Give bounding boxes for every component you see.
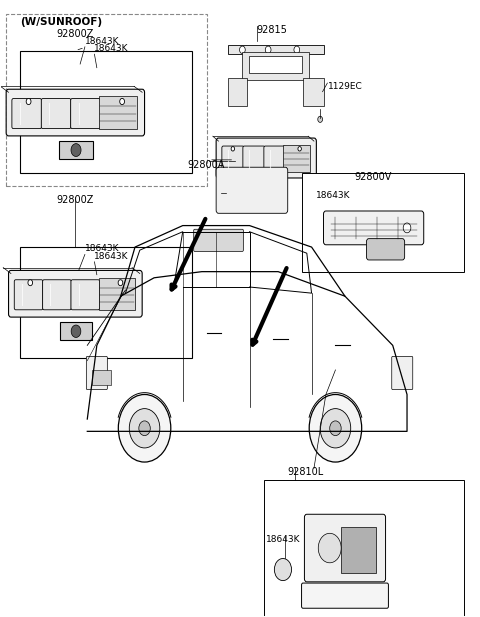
Circle shape — [139, 421, 150, 436]
Circle shape — [265, 46, 271, 54]
Bar — [302, 78, 324, 106]
Circle shape — [403, 223, 411, 233]
FancyBboxPatch shape — [304, 514, 385, 582]
Bar — [249, 56, 301, 73]
Bar — [21, 247, 192, 358]
Text: 92815: 92815 — [257, 25, 288, 35]
Bar — [6, 14, 206, 186]
Text: 92810L: 92810L — [288, 467, 324, 477]
Circle shape — [318, 116, 323, 122]
Circle shape — [71, 325, 81, 337]
Bar — [302, 173, 464, 271]
Circle shape — [118, 394, 171, 462]
FancyBboxPatch shape — [6, 89, 144, 136]
Text: 1129EC: 1129EC — [328, 83, 363, 91]
FancyBboxPatch shape — [71, 280, 100, 310]
FancyBboxPatch shape — [9, 270, 142, 317]
Circle shape — [26, 98, 31, 105]
FancyBboxPatch shape — [216, 138, 316, 178]
FancyBboxPatch shape — [14, 280, 43, 310]
Bar — [228, 78, 247, 106]
Circle shape — [298, 147, 301, 151]
Text: 92800V: 92800V — [355, 172, 392, 182]
Circle shape — [309, 394, 362, 462]
Circle shape — [28, 280, 33, 286]
FancyBboxPatch shape — [41, 99, 71, 128]
Text: (W/SUNROOF): (W/SUNROOF) — [21, 17, 103, 27]
FancyBboxPatch shape — [71, 99, 100, 128]
Bar — [21, 51, 192, 173]
FancyBboxPatch shape — [43, 280, 71, 310]
Bar — [60, 141, 93, 159]
Text: 92800Z: 92800Z — [57, 29, 94, 39]
Circle shape — [240, 46, 245, 54]
Circle shape — [320, 408, 351, 448]
Circle shape — [294, 46, 300, 54]
Text: 18643K: 18643K — [85, 244, 120, 253]
FancyBboxPatch shape — [216, 167, 288, 213]
FancyBboxPatch shape — [86, 357, 108, 389]
Text: 92800A: 92800A — [188, 160, 225, 170]
FancyBboxPatch shape — [366, 239, 405, 260]
Bar — [92, 370, 111, 385]
FancyBboxPatch shape — [264, 146, 286, 172]
Bar — [341, 526, 375, 573]
Text: 92800Z: 92800Z — [57, 195, 94, 205]
Circle shape — [129, 408, 160, 448]
FancyBboxPatch shape — [194, 230, 243, 251]
Circle shape — [71, 144, 81, 157]
Circle shape — [330, 421, 341, 436]
FancyBboxPatch shape — [222, 146, 244, 172]
Text: 18643K: 18643K — [266, 534, 301, 544]
Circle shape — [318, 533, 341, 563]
Bar — [60, 322, 92, 341]
Text: 18643K: 18643K — [95, 44, 129, 53]
Text: 18643K: 18643K — [95, 252, 129, 260]
Text: 18643K: 18643K — [85, 36, 120, 46]
Bar — [98, 278, 134, 310]
Bar — [99, 96, 137, 129]
Circle shape — [231, 147, 235, 151]
Circle shape — [120, 98, 124, 105]
Circle shape — [118, 280, 123, 286]
Bar — [264, 481, 464, 616]
Circle shape — [275, 558, 291, 581]
Text: 18643K: 18643K — [316, 191, 351, 199]
FancyBboxPatch shape — [12, 99, 41, 128]
Bar — [283, 144, 310, 172]
FancyBboxPatch shape — [324, 211, 424, 245]
FancyBboxPatch shape — [243, 146, 265, 172]
FancyBboxPatch shape — [392, 357, 413, 389]
FancyBboxPatch shape — [301, 583, 388, 608]
Bar — [228, 46, 324, 54]
Bar — [242, 52, 309, 80]
